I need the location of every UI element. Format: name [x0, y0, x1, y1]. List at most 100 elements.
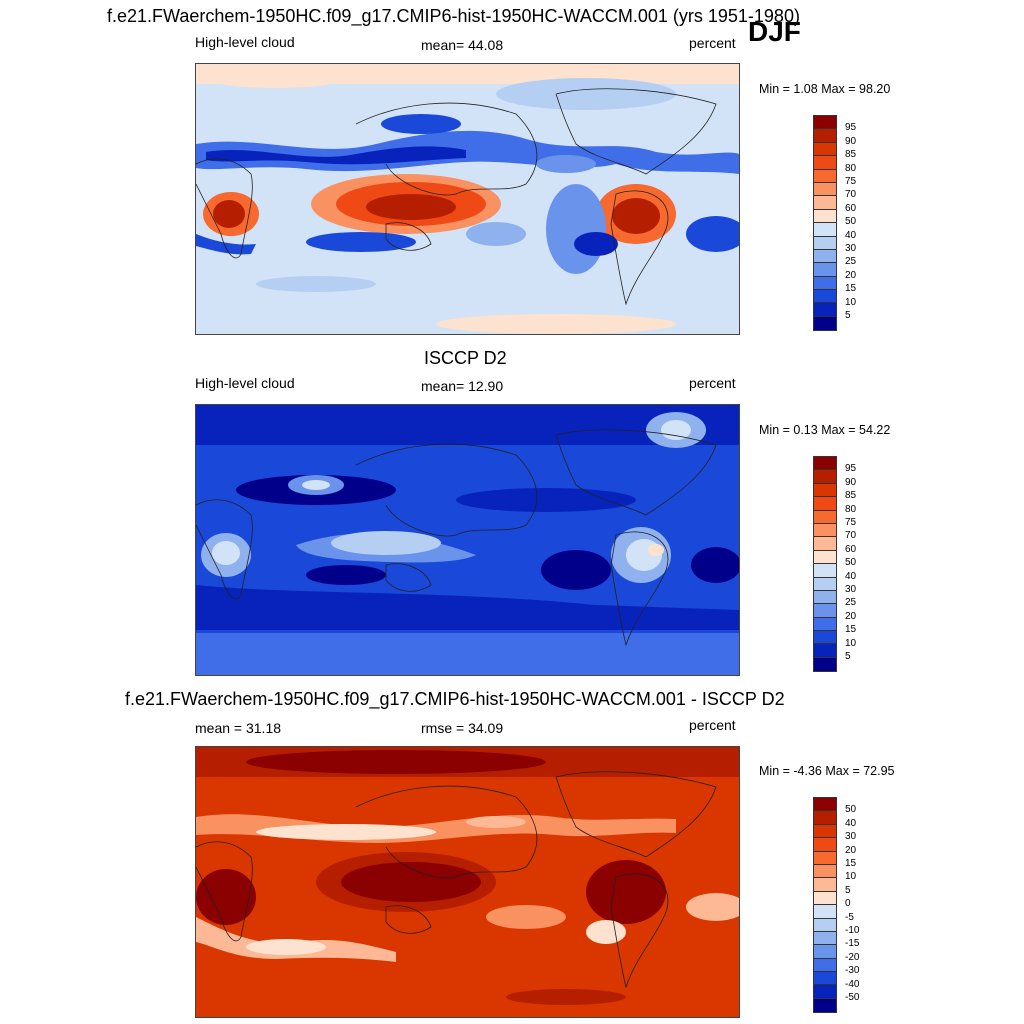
panel2-units-label: percent: [689, 375, 736, 391]
colorbar-swatch: [814, 631, 836, 645]
colorbar-tick-label: 25: [845, 256, 857, 268]
colorbar-tick-label: 40: [845, 817, 857, 829]
colorbar-tick-label: 60: [845, 202, 857, 214]
panel2-variable-label: High-level cloud: [195, 375, 295, 391]
panel1-variable-label: High-level cloud: [195, 34, 295, 50]
colorbar-swatch: [814, 644, 836, 658]
colorbar-tick-label: 50: [845, 216, 857, 228]
colorbar-tick-label: 15: [845, 858, 857, 869]
colorbar-swatch: [814, 998, 836, 1013]
colorbar-tick-label: 10: [845, 637, 857, 649]
colorbar-swatch: [814, 510, 836, 524]
colorbar-tick-label: 70: [845, 189, 857, 201]
colorbar-swatch: [814, 657, 836, 672]
colorbar-tick-label: 20: [845, 269, 857, 281]
panel3-mean-label: mean = 31.18: [195, 720, 282, 736]
panel1-units-label: percent: [689, 35, 736, 51]
colorbar-tick-label: 90: [845, 476, 857, 488]
panel2-map: [195, 404, 740, 676]
colorbar-swatch: [814, 617, 836, 632]
colorbar-swatch: [814, 891, 836, 906]
colorbar-tick-label: 95: [845, 122, 857, 134]
panel3-minmax: Min = -4.36 Max = 72.95: [759, 764, 895, 778]
colorbar-swatch: [814, 303, 836, 317]
colorbar-swatch: [814, 824, 836, 839]
colorbar-tick-label: 50: [845, 557, 857, 569]
colorbar-tick-label: 75: [845, 176, 857, 187]
panel3-colorbar: [813, 797, 837, 1014]
colorbar-tick-label: 80: [845, 503, 857, 515]
colorbar-tick-label: 20: [845, 844, 857, 856]
colorbar-swatch: [814, 457, 836, 471]
panel3-rmse-label: rmse = 34.09: [421, 720, 504, 736]
colorbar-swatch: [814, 972, 836, 986]
colorbar-tick-label: 10: [845, 871, 857, 883]
colorbar-tick-label: -30: [845, 965, 860, 977]
colorbar-swatch: [814, 985, 836, 999]
colorbar-swatch: [814, 236, 836, 250]
colorbar-swatch: [814, 918, 836, 932]
colorbar-swatch: [814, 156, 836, 170]
panel2-mean-label: mean= 12.90: [421, 378, 504, 394]
colorbar-tick-label: -15: [845, 938, 860, 950]
colorbar-tick-label: 25: [845, 597, 857, 609]
colorbar-swatch: [814, 590, 836, 605]
colorbar-tick-label: 40: [845, 570, 857, 582]
colorbar-tick-label: 5: [845, 310, 851, 321]
colorbar-tick-label: 90: [845, 135, 857, 147]
colorbar-swatch: [814, 537, 836, 551]
colorbar-swatch: [814, 905, 836, 919]
colorbar-tick-label: 40: [845, 229, 857, 241]
colorbar-tick-label: 85: [845, 149, 857, 161]
panel1-mean-label: mean= 44.08: [421, 37, 504, 53]
colorbar-swatch: [814, 470, 836, 484]
colorbar-swatch: [814, 483, 836, 498]
colorbar-swatch: [814, 945, 836, 959]
colorbar-swatch: [814, 169, 836, 183]
colorbar-tick-label: 80: [845, 162, 857, 174]
colorbar-tick-label: 5: [845, 651, 851, 662]
panel3-map: [195, 746, 740, 1018]
colorbar-tick-label: 5: [845, 884, 851, 896]
colorbar-swatch: [814, 196, 836, 210]
colorbar-tick-label: 95: [845, 463, 857, 475]
panel1-minmax: Min = 1.08 Max = 98.20: [759, 82, 891, 96]
colorbar-tick-label: 0: [845, 898, 851, 910]
colorbar-tick-label: 30: [845, 584, 857, 595]
season-label: DJF: [748, 16, 801, 47]
colorbar-tick-label: 50: [845, 804, 857, 816]
colorbar-tick-label: 15: [845, 283, 857, 295]
colorbar-swatch: [814, 798, 836, 812]
panel1-title: f.e21.FWaerchem-1950HC.f09_g17.CMIP6-his…: [107, 6, 800, 26]
panel2-colorbar: [813, 456, 837, 673]
colorbar-tick-label: 10: [845, 296, 857, 308]
colorbar-swatch: [814, 577, 836, 591]
colorbar-swatch: [814, 129, 836, 143]
colorbar-tick-label: 15: [845, 624, 857, 636]
colorbar-tick-label: 75: [845, 517, 857, 528]
colorbar-tick-label: 60: [845, 543, 857, 555]
colorbar-swatch: [814, 142, 836, 157]
colorbar-tick-label: -5: [845, 911, 854, 923]
colorbar-swatch: [814, 316, 836, 331]
colorbar-swatch: [814, 116, 836, 130]
panel1-colorbar: [813, 115, 837, 332]
colorbar-swatch: [814, 958, 836, 973]
colorbar-swatch: [814, 564, 836, 578]
panel2-title: ISCCP D2: [424, 348, 507, 368]
colorbar-swatch: [814, 811, 836, 825]
colorbar-swatch: [814, 838, 836, 852]
colorbar-tick-label: 20: [845, 610, 857, 622]
panel3-units-label: percent: [689, 717, 736, 733]
colorbar-tick-label: 30: [845, 243, 857, 254]
colorbar-swatch: [814, 276, 836, 291]
panel3-title: f.e21.FWaerchem-1950HC.f09_g17.CMIP6-his…: [125, 689, 785, 709]
colorbar-tick-label: -10: [845, 925, 860, 936]
colorbar-swatch: [814, 249, 836, 264]
colorbar-swatch: [814, 223, 836, 237]
colorbar-swatch: [814, 182, 836, 197]
colorbar-swatch: [814, 550, 836, 565]
colorbar-swatch: [814, 497, 836, 511]
colorbar-swatch: [814, 209, 836, 224]
colorbar-swatch: [814, 878, 836, 892]
